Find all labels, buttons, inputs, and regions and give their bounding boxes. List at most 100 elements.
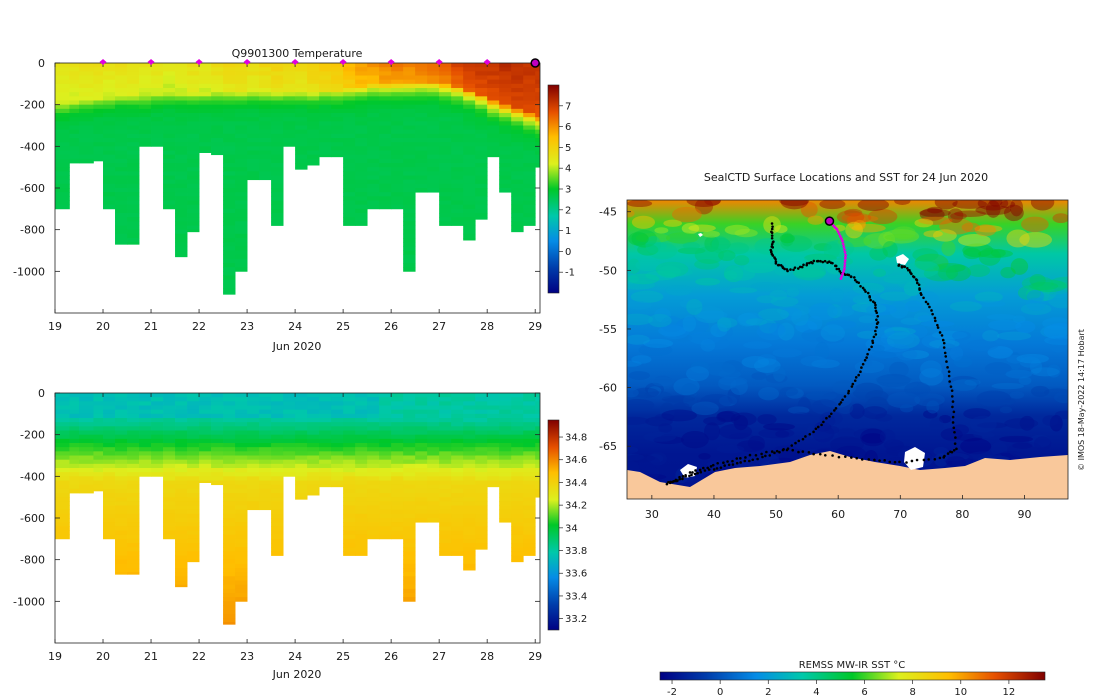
track-point: [906, 267, 909, 270]
salinity-cell: [451, 438, 464, 444]
temperature-cell: [175, 163, 188, 168]
temperature-cell: [163, 88, 176, 93]
temperature-cell: [499, 163, 512, 168]
temperature-cell: [223, 167, 236, 172]
temperature-cell: [463, 88, 476, 93]
sst-texture-blob: [1004, 418, 1039, 429]
salinity-cell: [247, 438, 260, 444]
salinity-cell: [355, 488, 368, 494]
salinity-cell: [103, 455, 116, 461]
salinity-cell: [69, 413, 80, 419]
temperature-cell: [271, 117, 284, 122]
track-point: [774, 257, 777, 261]
salinity-cell: [163, 443, 176, 448]
sst-texture-blob: [819, 200, 846, 210]
track-point: [818, 452, 822, 456]
salinity-cell: [235, 572, 248, 577]
salinity-cell: [175, 522, 188, 527]
temperature-cell: [511, 179, 524, 185]
salinity-cell: [463, 443, 476, 448]
temperature-cell: [535, 121, 540, 126]
salinity-cell: [103, 459, 116, 465]
sst-texture-blob: [889, 301, 909, 319]
temperature-cell: [235, 63, 248, 68]
temperature-cell: [439, 83, 452, 89]
temperature-cell: [355, 121, 368, 126]
temperature-cell: [451, 83, 464, 89]
salinity-cell: [319, 418, 332, 423]
temperature-cell: [403, 83, 416, 89]
track-point: [681, 474, 685, 478]
salinity-cell: [259, 472, 272, 477]
temperature-cell: [187, 192, 200, 197]
sst-texture-blob: [904, 381, 931, 398]
salinity-cell: [79, 418, 94, 423]
temperature-cell: [115, 83, 128, 89]
recent-track-point: [839, 277, 843, 280]
temperature-cell: [499, 83, 512, 89]
temperature-cell: [247, 79, 260, 85]
sst-texture-blob: [627, 334, 650, 345]
salinity-cell: [127, 526, 140, 531]
sst-texture-blob: [865, 390, 889, 403]
salinity-cell: [271, 534, 284, 540]
salinity-cell: [295, 397, 308, 402]
salinity-cell: [139, 413, 152, 419]
temperature-cell: [403, 171, 416, 176]
temperature-y-tick-label: -200: [20, 99, 45, 112]
salinity-cell: [343, 401, 356, 406]
salinity-cell: [523, 438, 536, 444]
sst-texture-blob: [675, 334, 693, 343]
temperature-cell: [55, 117, 70, 122]
temperature-cell: [391, 179, 404, 185]
salinity-cell: [55, 493, 70, 498]
temperature-cell: [151, 88, 164, 93]
salinity-cell: [271, 488, 284, 494]
temperature-cell: [439, 146, 452, 151]
temperature-cell: [223, 196, 236, 201]
salinity-cell: [283, 426, 296, 431]
temperature-cell: [175, 200, 188, 206]
temperature-cell: [475, 183, 488, 189]
sst-texture-blob: [865, 303, 897, 316]
temperature-cell: [223, 292, 236, 295]
temperature-cell: [415, 96, 428, 101]
temperature-x-tick-label: 22: [192, 320, 206, 333]
salinity-cell: [163, 526, 176, 531]
salinity-cell: [403, 493, 416, 498]
salinity-cell: [319, 393, 332, 398]
salinity-cell: [187, 405, 200, 411]
temperature-cell: [163, 167, 176, 172]
salinity-cell: [295, 463, 308, 469]
salinity-cell: [343, 422, 356, 427]
salinity-cell: [379, 451, 392, 456]
sst-texture-blob: [682, 241, 700, 250]
temperature-cell: [103, 204, 116, 210]
salinity-cell: [511, 393, 524, 398]
temperature-cell: [259, 100, 272, 106]
temperature-cell: [463, 146, 476, 151]
track-point: [910, 459, 914, 463]
map-frame: [626, 199, 1069, 500]
salinity-cell: [535, 455, 540, 461]
salinity-cell: [427, 493, 440, 498]
sst-texture-blob: [847, 213, 867, 231]
temperature-cell: [199, 121, 212, 126]
temperature-cell: [139, 75, 152, 81]
temperature-cell: [115, 146, 128, 151]
salinity-cell: [69, 476, 80, 481]
temperature-cell: [475, 146, 488, 151]
temperature-cell: [211, 117, 224, 122]
salinity-cell: [235, 413, 248, 419]
temperature-cell: [235, 138, 248, 143]
salinity-cell: [235, 468, 248, 473]
salinity-cell: [499, 480, 512, 486]
salinity-cell: [223, 451, 236, 456]
track-point: [843, 395, 847, 398]
temperature-cell: [451, 104, 464, 110]
sst-texture-blob: [832, 306, 855, 317]
salinity-cell: [427, 401, 440, 406]
map-longitude-axis: 30 40 50 60 70 80 90: [645, 495, 1032, 521]
salinity-cell: [247, 413, 260, 419]
sst-texture-blob: [718, 376, 737, 391]
